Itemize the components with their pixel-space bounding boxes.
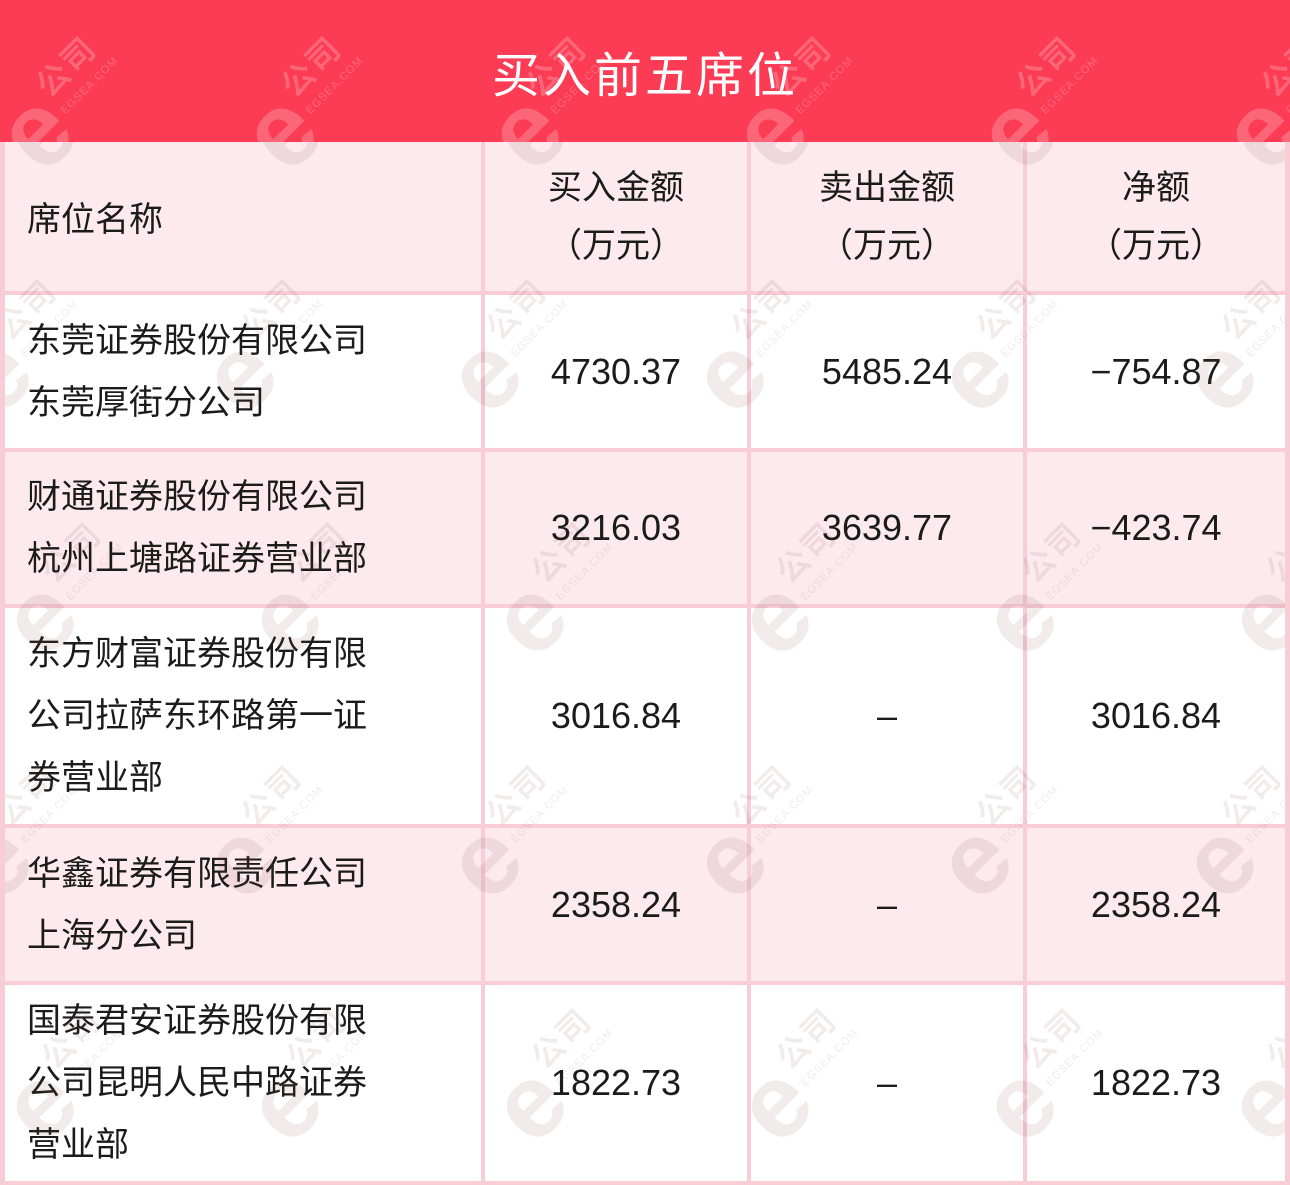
table-row-4-buy-cell: 2358.24 <box>485 828 751 985</box>
table-row-2-sell-cell: 3639.77 <box>751 452 1027 608</box>
table-row-1-seat-name-cell: 东莞证券股份有限公司东莞厚街分公司 <box>5 295 485 452</box>
e-company-watermark-icon: e公司egsea.com <box>217 28 366 142</box>
sell-amount: – <box>876 883 898 925</box>
column-header-seat-name: 席位名称 <box>5 142 485 295</box>
column-header-label: 席位名称 <box>27 201 163 239</box>
table-body: 席位名称 买入金额 （万元） 卖出金额 （万元） 净额 （万元） 东莞证券股份有… <box>0 142 1290 1185</box>
table-row-2-buy-cell: 3216.03 <box>485 452 751 608</box>
net-amount: −754.87 <box>1090 350 1222 392</box>
table-row-1-sell-cell: 5485.24 <box>751 295 1027 452</box>
column-header-buy-amount: 买入金额 （万元） <box>485 142 751 295</box>
column-header-unit: （万元） <box>819 226 955 265</box>
buy-amount: 4730.37 <box>550 350 682 392</box>
table-row-4-net-cell: 2358.24 <box>1027 828 1285 985</box>
table-row-3-net-cell: 3016.84 <box>1027 608 1285 828</box>
e-company-watermark-icon: e公司egsea.com <box>952 28 1101 142</box>
table-row-2-seat-name-cell: 财通证券股份有限公司杭州上塘路证券营业部 <box>5 452 485 608</box>
net-amount: 1822.73 <box>1090 1062 1222 1103</box>
table-row-5-net-cell: 1822.73 <box>1027 985 1285 1185</box>
table-title-bar: e 公司 egsea.com e 公司 egsea.com e 公司 egsea.com e 公司 e… <box>0 0 1290 142</box>
table-title: 买入前五席位 <box>491 50 798 103</box>
seat-name: 华鑫证券有限责任公司上海分公司 <box>27 854 367 955</box>
e-company-watermark-icon: e公司egsea.com <box>1197 28 1290 142</box>
data-grid: 席位名称 买入金额 （万元） 卖出金额 （万元） 净额 （万元） 东莞证券股份有… <box>5 142 1285 1185</box>
column-header-unit: （万元） <box>1088 226 1224 265</box>
buy-amount: 1822.73 <box>550 1062 682 1103</box>
e-company-watermark-icon: e公司egsea.com <box>0 28 121 142</box>
column-header-sell-amount: 卖出金额 （万元） <box>751 142 1027 295</box>
table-row-4-seat-name-cell: 华鑫证券有限责任公司上海分公司 <box>5 828 485 985</box>
table-row-5-sell-cell: – <box>751 985 1027 1185</box>
column-header-label: 净额 <box>1122 168 1190 207</box>
net-amount: 3016.84 <box>1090 695 1222 736</box>
column-header-unit: （万元） <box>548 226 684 265</box>
buy-amount: 2358.24 <box>550 883 682 925</box>
table-row-4-sell-cell: – <box>751 828 1027 985</box>
column-header-net-amount: 净额 （万元） <box>1027 142 1285 295</box>
table-row-3-buy-cell: 3016.84 <box>485 608 751 828</box>
sell-amount: – <box>876 1062 898 1103</box>
sell-amount: 3639.77 <box>821 507 953 548</box>
column-header-label: 卖出金额 <box>819 168 955 207</box>
buy-amount: 3216.03 <box>550 507 682 548</box>
table-row-1-buy-cell: 4730.37 <box>485 295 751 452</box>
column-header-label: 买入金额 <box>548 168 684 207</box>
sell-amount: 5485.24 <box>821 350 953 392</box>
table-row-3-sell-cell: – <box>751 608 1027 828</box>
table-row-5-buy-cell: 1822.73 <box>485 985 751 1185</box>
seat-name: 东方财富证券股份有限公司拉萨东环路第一证券营业部 <box>27 635 367 797</box>
buy-amount: 3016.84 <box>550 695 682 736</box>
seat-name: 国泰君安证券股份有限公司昆明人民中路证券营业部 <box>27 1002 367 1164</box>
table-row-2-net-cell: −423.74 <box>1027 452 1285 608</box>
table-row-1-net-cell: −754.87 <box>1027 295 1285 452</box>
seat-name: 财通证券股份有限公司杭州上塘路证券营业部 <box>27 478 367 578</box>
seat-name: 东莞证券股份有限公司东莞厚街分公司 <box>27 321 367 422</box>
net-amount: −423.74 <box>1090 507 1222 548</box>
sell-amount: – <box>876 695 898 736</box>
table-row-5-seat-name-cell: 国泰君安证券股份有限公司昆明人民中路证券营业部 <box>5 985 485 1185</box>
net-amount: 2358.24 <box>1090 883 1222 925</box>
table-row-3-seat-name-cell: 东方财富证券股份有限公司拉萨东环路第一证券营业部 <box>5 608 485 828</box>
